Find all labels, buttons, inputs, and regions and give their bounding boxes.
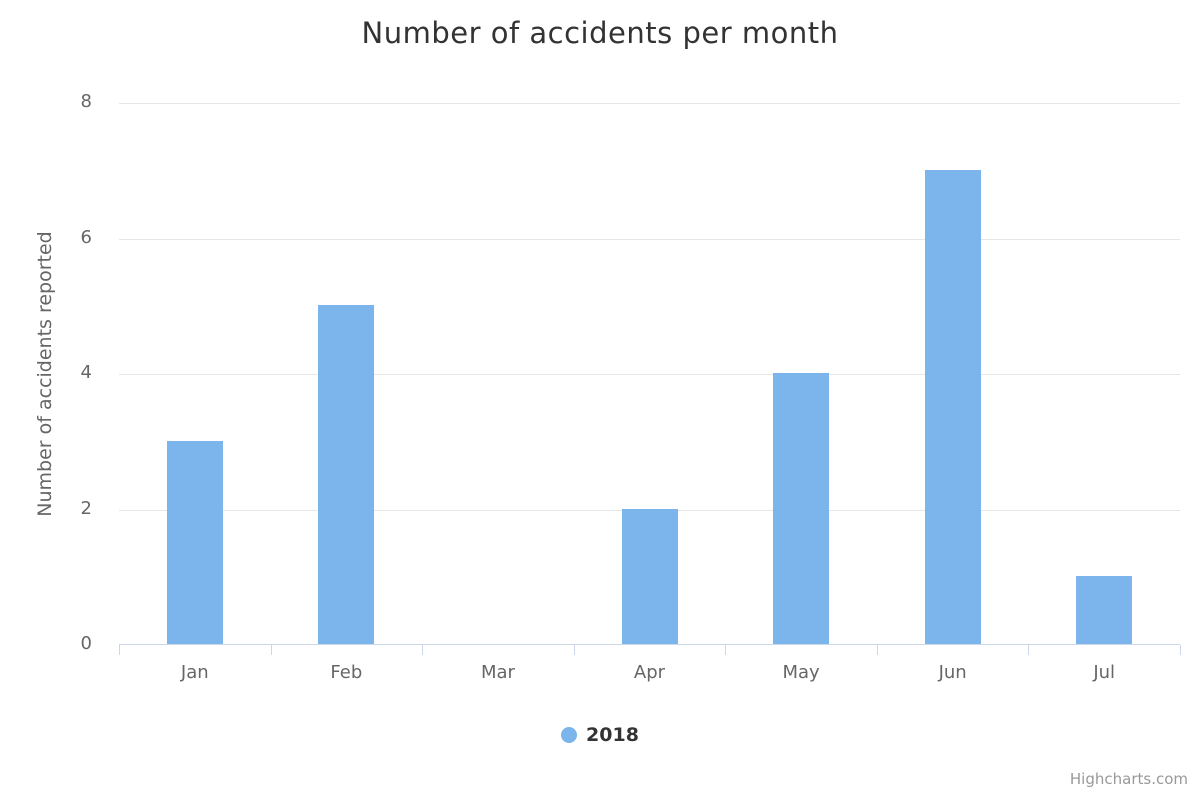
x-axis-tick (725, 645, 727, 655)
legend-item-2018[interactable]: 2018 (561, 724, 639, 746)
x-axis-label-jun: Jun (938, 662, 967, 683)
x-axis-label-jul: Jul (1093, 662, 1116, 683)
x-axis-label-jan: Jan (180, 662, 209, 683)
legend-series-marker-icon (561, 727, 578, 743)
bar-feb[interactable] (318, 305, 375, 644)
x-axis-label-feb: Feb (330, 662, 363, 683)
y-axis-tick-label-6: 6 (80, 226, 92, 248)
x-axis-label-mar: Mar (480, 662, 515, 683)
chart-title: Number of accidents per month (361, 16, 839, 50)
x-axis-tick (876, 645, 878, 655)
highcharts-credits-link[interactable]: Highcharts.com (1069, 770, 1188, 788)
x-axis-tick (1028, 645, 1030, 655)
x-axis-tick (422, 645, 424, 655)
y-axis-tick-label-4: 4 (80, 362, 92, 383)
x-axis-label-apr: Apr (633, 662, 666, 683)
legend: 2018 (0, 724, 1200, 746)
y-axis-tick-label-8: 8 (80, 91, 92, 112)
x-axis-tick (573, 645, 575, 655)
x-axis-label-may: May (782, 662, 820, 683)
bar-jul[interactable] (1076, 576, 1133, 644)
bar-jun[interactable] (924, 169, 981, 644)
x-axis-tick (270, 645, 272, 655)
x-axis-tick (119, 645, 120, 655)
bar-may[interactable] (773, 373, 830, 644)
x-axis-line (119, 644, 1180, 645)
y-axis-tick-label-2: 2 (80, 497, 92, 519)
gridline-y-4 (119, 374, 1180, 375)
bar-jan[interactable] (166, 440, 223, 644)
bar-apr[interactable] (621, 508, 678, 644)
gridline-y-8 (119, 103, 1180, 104)
y-axis-tick-label-0: 0 (80, 633, 92, 654)
x-axis-tick (1180, 645, 1181, 655)
gridline-y-6 (119, 238, 1180, 240)
legend-series-label: 2018 (586, 724, 639, 746)
plot-area (119, 103, 1181, 655)
